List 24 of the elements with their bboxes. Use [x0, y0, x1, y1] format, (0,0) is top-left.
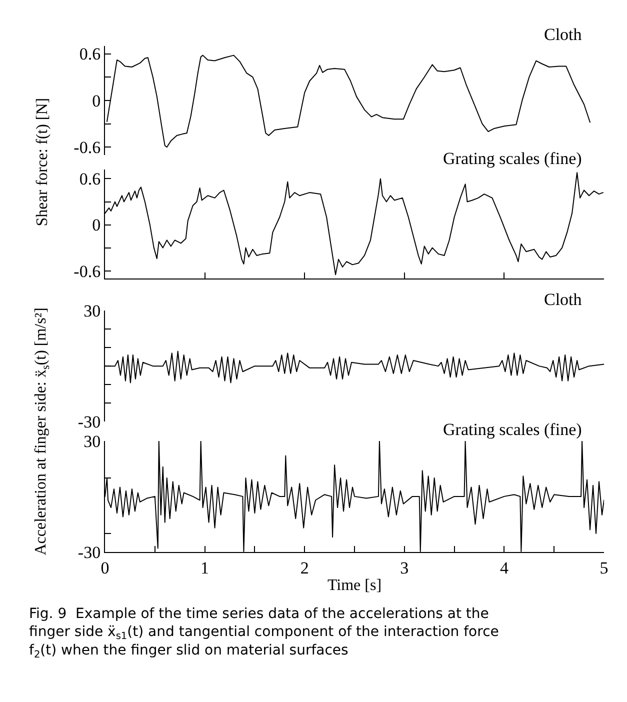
y-tick-label: 0.6 — [79, 44, 101, 64]
y-axis-title: Shear force: f(t) [N] — [34, 98, 51, 226]
line-series — [105, 172, 604, 276]
x-tick-label: 5 — [600, 558, 608, 578]
x-tick-label: 4 — [500, 558, 509, 578]
y-tick-label: 0 — [92, 91, 101, 110]
y-tick-label: 30 — [84, 432, 101, 451]
annotation: Grating scales (fine) — [443, 420, 582, 439]
y-tick-label: 30 — [84, 302, 101, 321]
x-tick-label: 2 — [300, 558, 309, 578]
text: Cloth — [544, 25, 582, 44]
x-tick-label: 1 — [200, 558, 210, 578]
x-tick-label: 3 — [400, 558, 409, 578]
y-tick-label: -30 — [78, 412, 101, 432]
x-axis-title: Time [s] — [327, 577, 382, 594]
text: Fig. 9 Example of the time series data of the accelerations at the finger side ẍ$_{s1}$(t) and tangential component of the interaction force f$_{2}$(t) when the finger slid on material surfaces — [29, 606, 499, 660]
y-tick-label: 0.6 — [79, 170, 101, 189]
annotation: Grating scales (fine) — [443, 149, 582, 168]
y-tick-label: -30 — [78, 542, 101, 562]
text: Cloth — [544, 290, 582, 309]
y-tick-label: -0.6 — [74, 262, 101, 281]
y-tick-label: 0 — [92, 216, 101, 235]
line-series — [105, 440, 604, 552]
y-tick-label: -0.6 — [74, 138, 101, 158]
